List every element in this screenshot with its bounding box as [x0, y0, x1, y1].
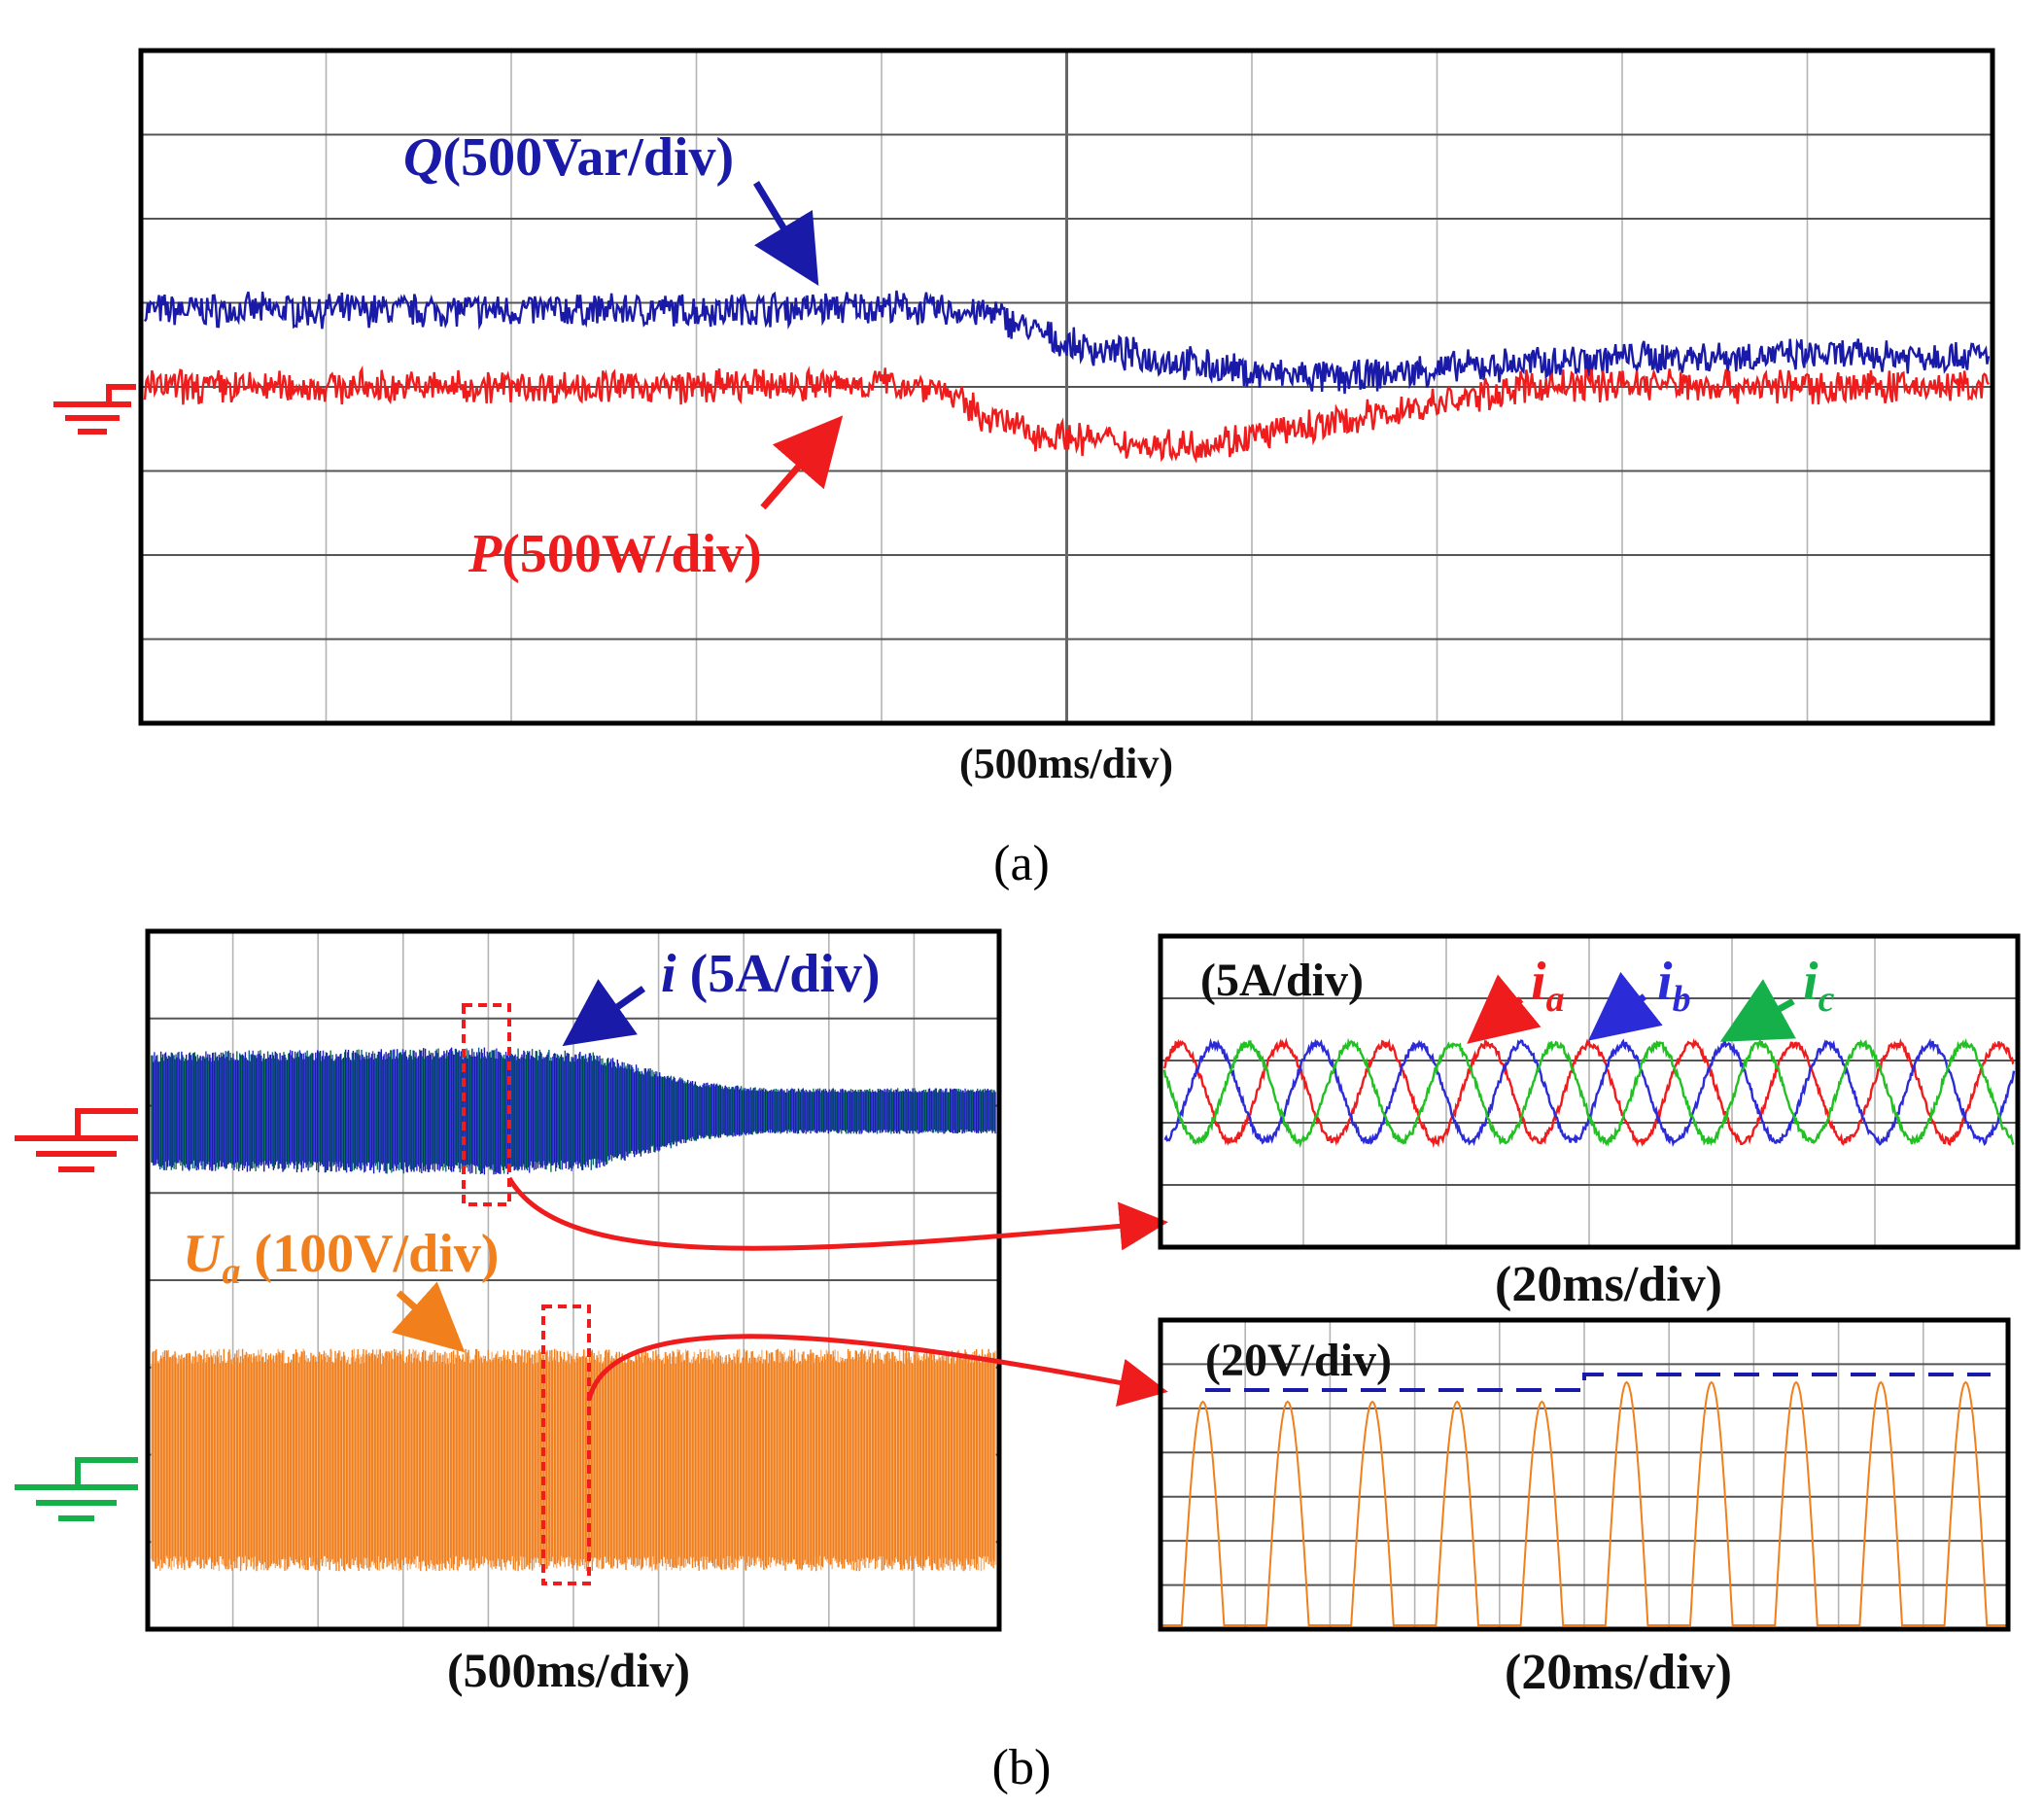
current-label: i (5A/div)	[661, 944, 881, 1004]
zoom-current-time-label: (20ms/div)	[1495, 1257, 1722, 1312]
panel-a-caption: (a)	[993, 836, 1050, 891]
rectified-voltage-trace	[1161, 1373, 2008, 1626]
panel-b-zoom-current: (5A/div) ia ib ic (20ms/div)	[1158, 933, 2021, 1312]
voltage-label: Ua (100V/div)	[183, 1224, 499, 1292]
series-ua-rectified-line	[1161, 1380, 2008, 1626]
panel-b-caption: (b)	[992, 1740, 1052, 1795]
phase-label-ib: ib	[1657, 952, 1691, 1020]
zoom-voltage-grid	[1161, 1320, 2008, 1629]
series-ia-line	[1162, 1036, 2015, 1148]
ia-arrow	[1467, 974, 1542, 1044]
voltage-arrow	[391, 1281, 466, 1353]
panel-b-left-frame	[145, 928, 1002, 1632]
series-p-line	[143, 365, 1991, 465]
voltage-zoom-connector	[586, 1334, 1168, 1407]
zoom-current-scale-label: (5A/div)	[1200, 955, 1364, 1006]
current-zoom-box	[462, 1003, 511, 1206]
series-q-line	[143, 290, 1991, 395]
q-trace	[143, 290, 1991, 395]
series-ic-line	[1162, 1037, 2015, 1149]
zoom-current-frame	[1158, 933, 2021, 1250]
zoom-voltage-scale-label: (20V/div)	[1205, 1335, 1392, 1386]
p-label: P(500W/div)	[468, 524, 762, 584]
voltage-envelope-trace	[151, 1348, 996, 1572]
q-arrow	[753, 181, 819, 286]
q-label: Q(500Var/div)	[403, 127, 734, 188]
phase-label-ic: ic	[1803, 952, 1835, 1020]
ground-marker-i	[15, 1108, 138, 1172]
series-peak-level-line	[1205, 1373, 1991, 1392]
phase-label-ia: ia	[1531, 952, 1565, 1020]
panel-b-zoom-voltage: (20V/div) (20ms/div)	[1158, 1317, 2011, 1700]
panel-a-time-label: (500ms/div)	[959, 740, 1173, 787]
panel-a: Q(500Var/div) P(500W/div) (500ms/div) (a…	[53, 48, 1995, 891]
panel-a-frame	[138, 48, 1995, 726]
three-phase-current-traces	[1162, 1036, 2016, 1149]
p-arrow	[760, 415, 844, 510]
ground-marker-u	[15, 1457, 138, 1521]
ground-marker-p	[53, 384, 136, 435]
current-zoom-connector	[506, 1176, 1168, 1251]
zoom-voltage-frame	[1158, 1317, 2011, 1632]
zoom-voltage-time-label: (20ms/div)	[1505, 1645, 1732, 1700]
panel-b-left-time-label: (500ms/div)	[447, 1643, 690, 1697]
panel-b-left: i (5A/div) Ua (100V/div) (500ms/div)	[15, 928, 1168, 1697]
voltage-zoom-box	[541, 1305, 591, 1585]
current-envelope-trace	[151, 1047, 996, 1175]
ic-arrow	[1719, 979, 1796, 1042]
ib-arrow	[1587, 971, 1663, 1041]
current-arrow	[562, 979, 646, 1047]
p-trace	[143, 365, 1991, 465]
